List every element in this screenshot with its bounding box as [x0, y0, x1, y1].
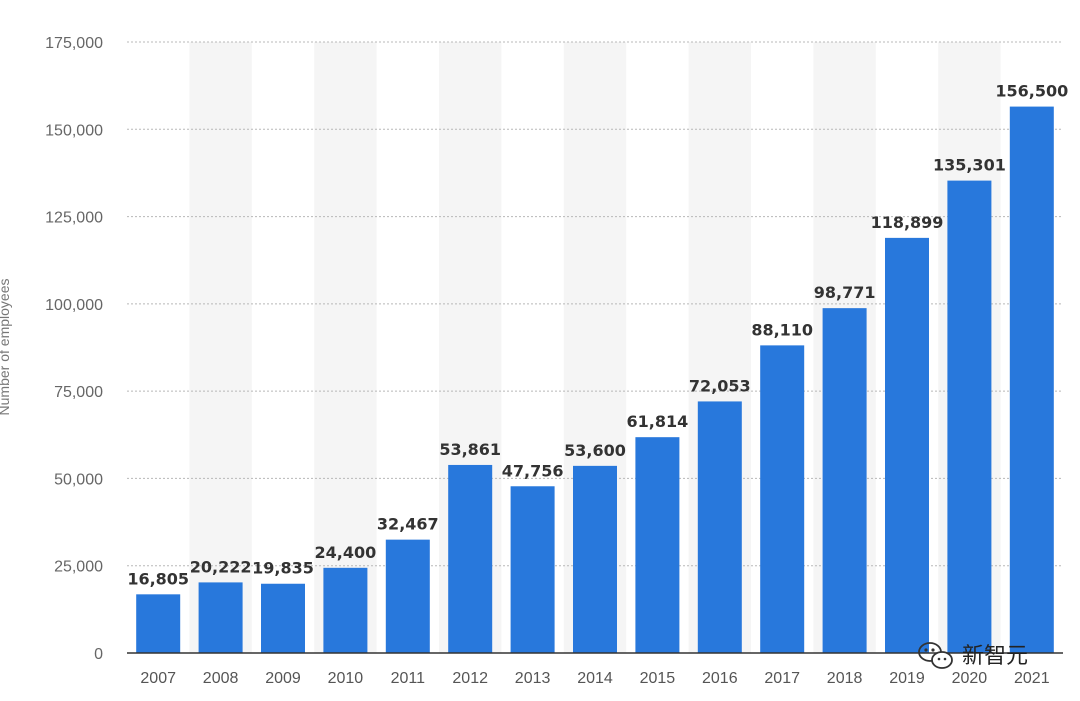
wechat-icon	[918, 642, 953, 669]
value-label-2021: 156,500	[995, 82, 1068, 101]
y-axis-title: Number of employees	[0, 279, 12, 416]
x-tick-label-2014: 2014	[577, 670, 613, 687]
value-label-2011: 32,467	[377, 515, 439, 534]
x-tick-label-2017: 2017	[764, 670, 800, 687]
value-label-2015: 61,814	[627, 412, 689, 431]
watermark-text: 新智元	[962, 644, 1028, 669]
column-band	[189, 42, 252, 653]
x-tick-label-2007: 2007	[140, 670, 176, 687]
x-tick-label-2020: 2020	[952, 670, 988, 687]
value-label-2009: 19,835	[252, 559, 314, 578]
bar-2013	[510, 486, 555, 653]
value-label-2019: 118,899	[871, 213, 944, 232]
x-axis-labels: 2007 2008 2009 2010 2011 2012 2013 2014 2015 2016…	[140, 670, 1049, 687]
bar-2020	[947, 180, 992, 654]
bar-2010	[323, 567, 368, 653]
y-axis-ticks: 0 25,000 50,000 75,000 100,000 125,000 150,000…	[45, 35, 103, 663]
y-tick-label: 100,000	[45, 297, 103, 314]
x-tick-label-2021: 2021	[1014, 670, 1050, 687]
x-tick-label-2019: 2019	[889, 670, 925, 687]
column-band	[314, 42, 377, 653]
value-label-2017: 88,110	[751, 320, 813, 339]
y-tick-label: 25,000	[54, 559, 103, 576]
value-label-2018: 98,771	[814, 283, 876, 302]
value-label-2013: 47,756	[502, 461, 564, 480]
bar-2008	[198, 582, 243, 653]
bar-2018	[822, 308, 867, 653]
x-tick-label-2008: 2008	[203, 670, 239, 687]
value-label-2008: 20,222	[190, 557, 252, 576]
x-tick-label-2013: 2013	[515, 670, 551, 687]
value-label-2007: 16,805	[127, 569, 189, 588]
y-tick-label: 175,000	[45, 35, 103, 52]
value-label-2010: 24,400	[315, 543, 377, 562]
bar-2014	[573, 465, 617, 653]
value-label-2020: 135,301	[933, 156, 1006, 175]
bar-2017	[760, 345, 805, 653]
x-tick-label-2015: 2015	[640, 670, 676, 687]
watermark: 新智元	[918, 642, 1028, 669]
value-label-2016: 72,053	[689, 376, 751, 395]
bar-2019	[885, 237, 929, 654]
x-tick-label-2009: 2009	[265, 670, 301, 687]
bar-2011	[385, 539, 430, 653]
bars	[136, 106, 1054, 654]
bar-2021	[1009, 106, 1054, 653]
y-tick-label: 125,000	[45, 210, 103, 227]
value-label-2012: 53,861	[439, 440, 501, 459]
bar-2009	[261, 583, 305, 653]
x-tick-label-2011: 2011	[391, 670, 426, 687]
y-tick-label: 150,000	[45, 122, 103, 139]
x-tick-label-2010: 2010	[328, 670, 364, 687]
bar-2015	[635, 437, 680, 653]
x-tick-label-2012: 2012	[452, 670, 488, 687]
x-tick-label-2016: 2016	[702, 670, 738, 687]
x-tick-label-2018: 2018	[827, 670, 863, 687]
bar-2016	[697, 401, 742, 653]
bar-2012	[448, 464, 493, 653]
bar-2007	[136, 594, 181, 653]
y-tick-label: 0	[94, 646, 103, 663]
y-tick-label: 75,000	[54, 384, 103, 401]
value-label-2014: 53,600	[564, 441, 626, 460]
y-tick-label: 50,000	[54, 471, 103, 488]
